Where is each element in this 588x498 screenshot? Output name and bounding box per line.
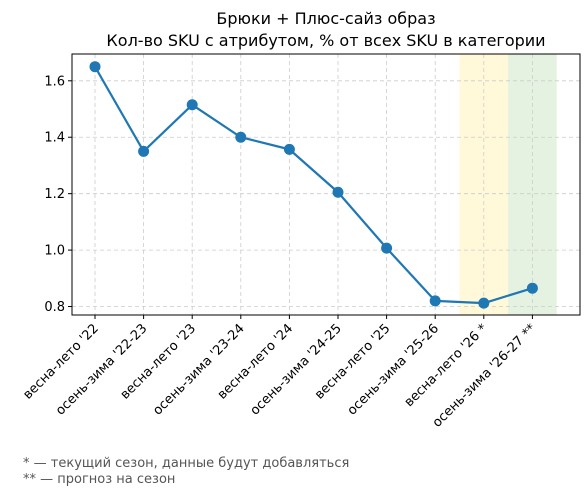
highlight-band-1 xyxy=(459,54,509,315)
grid-lines xyxy=(72,54,580,315)
data-point-1 xyxy=(89,61,101,73)
y-tick-label: 0.8 xyxy=(44,300,65,315)
x-tick-label: весна-лето '26 * xyxy=(402,321,491,410)
highlight-band-2 xyxy=(508,54,557,315)
data-point-4 xyxy=(235,131,247,143)
chart-title-line-1: Брюки + Плюс-сайз образ xyxy=(216,9,435,28)
data-point-8 xyxy=(429,295,441,307)
y-tick-label: 1.4 xyxy=(44,131,65,146)
data-point-2 xyxy=(138,145,150,157)
season-highlights xyxy=(459,54,557,315)
y-tick-label: 1.6 xyxy=(44,74,65,89)
data-point-5 xyxy=(283,143,295,155)
data-point-3 xyxy=(186,99,198,111)
x-tick-label: осень-зима '23-24 xyxy=(150,321,247,418)
chart-title-line-2: Кол-во SKU с атрибутом, % от всех SKU в … xyxy=(106,31,545,50)
x-tick-label: осень-зима '24-25 xyxy=(248,321,345,418)
footnote-current-season: * — текущий сезон, данные будут добавлят… xyxy=(23,456,350,471)
footnote-forecast: ** — прогноз на сезон xyxy=(23,472,176,487)
data-point-10 xyxy=(526,282,538,294)
data-point-6 xyxy=(332,186,344,198)
data-point-7 xyxy=(381,242,393,254)
x-tick-label: осень-зима '25-26 xyxy=(345,321,442,418)
series-layer xyxy=(89,61,538,309)
y-tick-label: 1.2 xyxy=(44,187,65,202)
series-line-1 xyxy=(94,66,533,305)
x-tick-label: осень-зима '22-23 xyxy=(53,321,150,418)
plot-frame xyxy=(71,53,581,316)
y-tick-label: 1.0 xyxy=(44,244,65,259)
data-point-9 xyxy=(478,297,490,309)
